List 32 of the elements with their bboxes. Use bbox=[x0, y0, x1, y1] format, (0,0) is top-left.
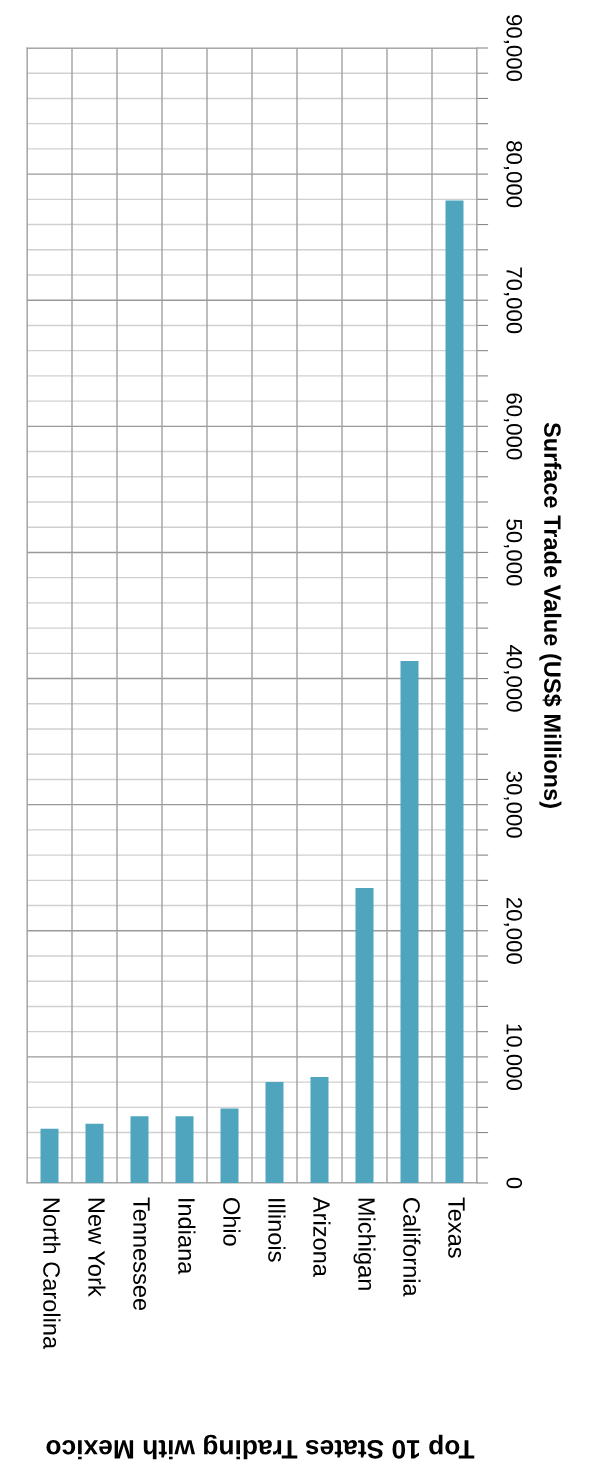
bar bbox=[220, 1108, 239, 1183]
x-tick-label: California bbox=[403, 1198, 421, 1297]
y-axis-title: Surface Trade Value (US$ Millions) bbox=[539, 422, 562, 808]
bar bbox=[40, 1128, 59, 1183]
x-tick-label: Texas bbox=[448, 1197, 465, 1258]
bar bbox=[265, 1082, 284, 1183]
y-tick-label: 0 bbox=[506, 1177, 523, 1189]
x-tick-label: Michigan bbox=[353, 1198, 376, 1290]
bar bbox=[400, 660, 419, 1183]
bar bbox=[445, 200, 464, 1183]
y-tick-label: 10,000 bbox=[503, 1024, 523, 1091]
x-tick-label: Tennessee bbox=[133, 1197, 150, 1311]
x-tick-label: New York bbox=[88, 1198, 106, 1297]
bar bbox=[175, 1116, 194, 1183]
x-tick-label: Indiana bbox=[178, 1199, 196, 1275]
y-tick-label: 40,000 bbox=[503, 645, 523, 712]
x-tick-label: North Carolina bbox=[43, 1198, 61, 1350]
y-tick-label: 60,000 bbox=[503, 393, 523, 460]
y-tick-label: 70,000 bbox=[503, 267, 523, 334]
bar bbox=[310, 1077, 329, 1183]
y-tick-label: 50,000 bbox=[503, 519, 523, 586]
bar bbox=[85, 1123, 104, 1183]
text: Top 10 States Trading with Mexico bbox=[46, 1434, 475, 1460]
y-tick-label: 80,000 bbox=[503, 141, 523, 208]
x-tick-label: Illinois bbox=[268, 1199, 286, 1262]
x-tick-label: Ohio bbox=[223, 1198, 241, 1246]
bar bbox=[130, 1116, 149, 1183]
bar bbox=[355, 887, 374, 1183]
x-tick-label: Arizona bbox=[313, 1196, 331, 1277]
y-tick-label: 20,000 bbox=[503, 897, 523, 964]
y-tick-label: 90,000 bbox=[503, 15, 523, 82]
y-tick-label: 30,000 bbox=[503, 771, 523, 838]
